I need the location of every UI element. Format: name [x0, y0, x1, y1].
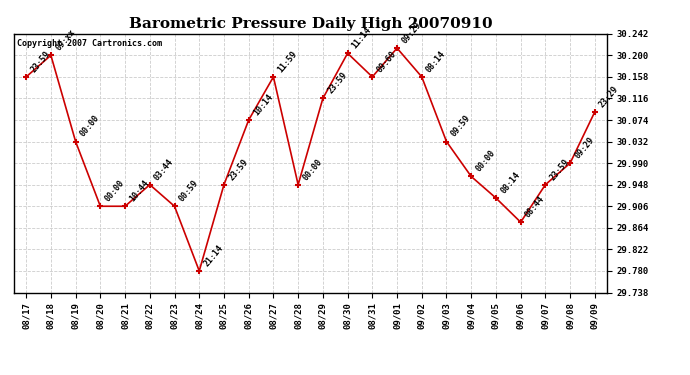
Text: 23:59: 23:59: [227, 157, 250, 182]
Text: 09:xx: 09:xx: [54, 28, 77, 53]
Text: 08:44: 08:44: [524, 195, 546, 219]
Text: 00:00: 00:00: [79, 114, 101, 139]
Text: 11:59: 11:59: [276, 49, 299, 74]
Text: 23:59: 23:59: [326, 71, 348, 96]
Title: Barometric Pressure Daily High 20070910: Barometric Pressure Daily High 20070910: [129, 17, 492, 31]
Text: 00:00: 00:00: [474, 149, 497, 174]
Text: 08:14: 08:14: [424, 49, 448, 74]
Text: 09:60: 09:60: [375, 49, 398, 74]
Text: 21:14: 21:14: [202, 243, 225, 268]
Text: 00:00: 00:00: [103, 178, 126, 204]
Text: Copyright 2007 Cartronics.com: Copyright 2007 Cartronics.com: [17, 39, 161, 48]
Text: 23:59: 23:59: [29, 49, 52, 74]
Text: 09:29: 09:29: [573, 135, 596, 160]
Text: 00:00: 00:00: [301, 157, 324, 182]
Text: 08:14: 08:14: [499, 170, 522, 195]
Text: 11:14: 11:14: [351, 26, 373, 51]
Text: 03:44: 03:44: [152, 157, 175, 182]
Text: 00:59: 00:59: [177, 178, 200, 204]
Text: 09:29: 09:29: [400, 20, 423, 45]
Text: 10:44: 10:44: [128, 178, 151, 204]
Text: 10:14: 10:14: [251, 92, 275, 117]
Text: 23:59: 23:59: [548, 157, 571, 182]
Text: 09:59: 09:59: [449, 114, 472, 139]
Text: 23:29: 23:29: [598, 84, 620, 109]
